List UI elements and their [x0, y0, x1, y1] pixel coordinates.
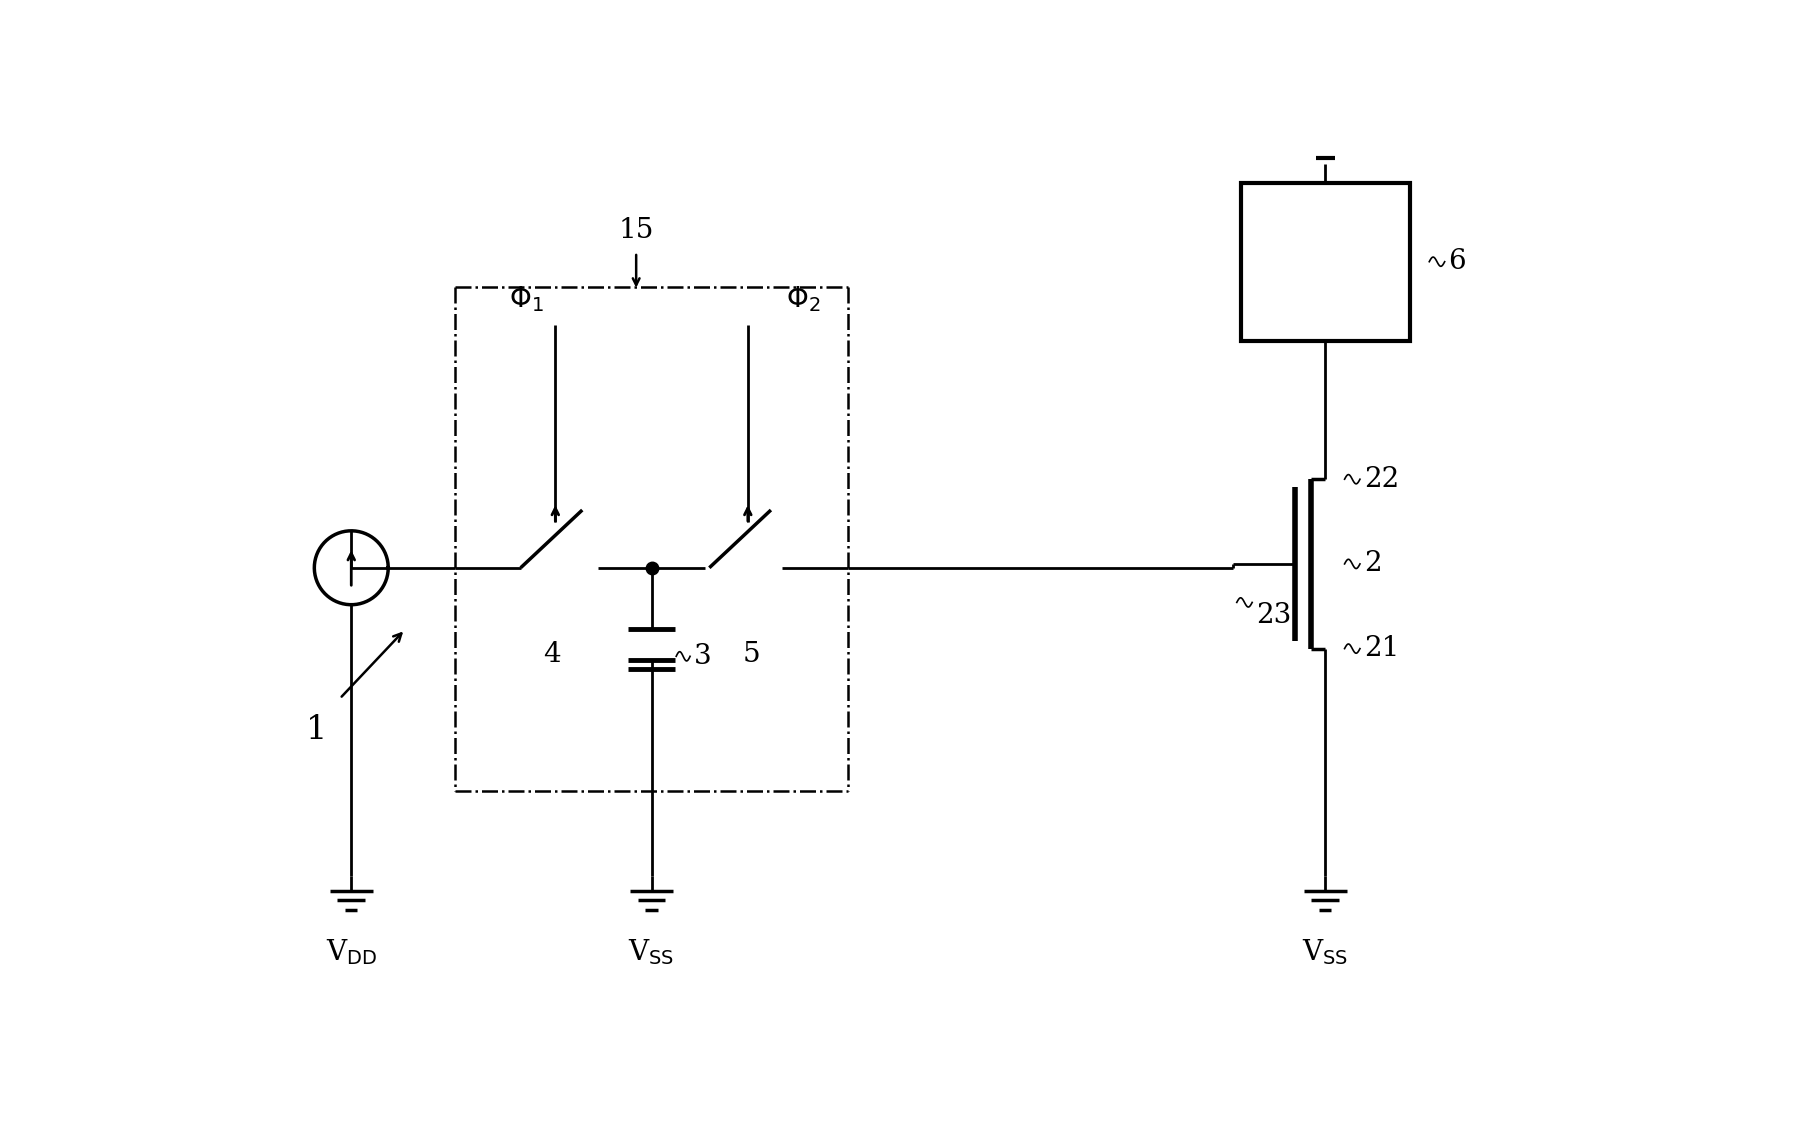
- Bar: [1241, 183, 1410, 340]
- Text: 21: 21: [1364, 635, 1399, 662]
- Text: 5: 5: [742, 641, 760, 668]
- Text: 3: 3: [693, 643, 711, 670]
- Text: 4: 4: [542, 641, 560, 668]
- Text: $\Phi_2$: $\Phi_2$: [786, 283, 820, 314]
- Text: 2: 2: [1364, 551, 1381, 577]
- Text: 15: 15: [618, 217, 653, 245]
- Text: 1: 1: [306, 714, 327, 747]
- Text: V$_{\rm SS}$: V$_{\rm SS}$: [629, 938, 675, 967]
- Text: 23: 23: [1257, 602, 1291, 629]
- Text: $\Phi_1$: $\Phi_1$: [509, 283, 544, 314]
- Text: V$_{\rm SS}$: V$_{\rm SS}$: [1302, 938, 1348, 967]
- Text: 22: 22: [1364, 465, 1399, 493]
- Text: 6: 6: [1448, 248, 1466, 275]
- Text: V$_{\rm DD}$: V$_{\rm DD}$: [326, 938, 377, 967]
